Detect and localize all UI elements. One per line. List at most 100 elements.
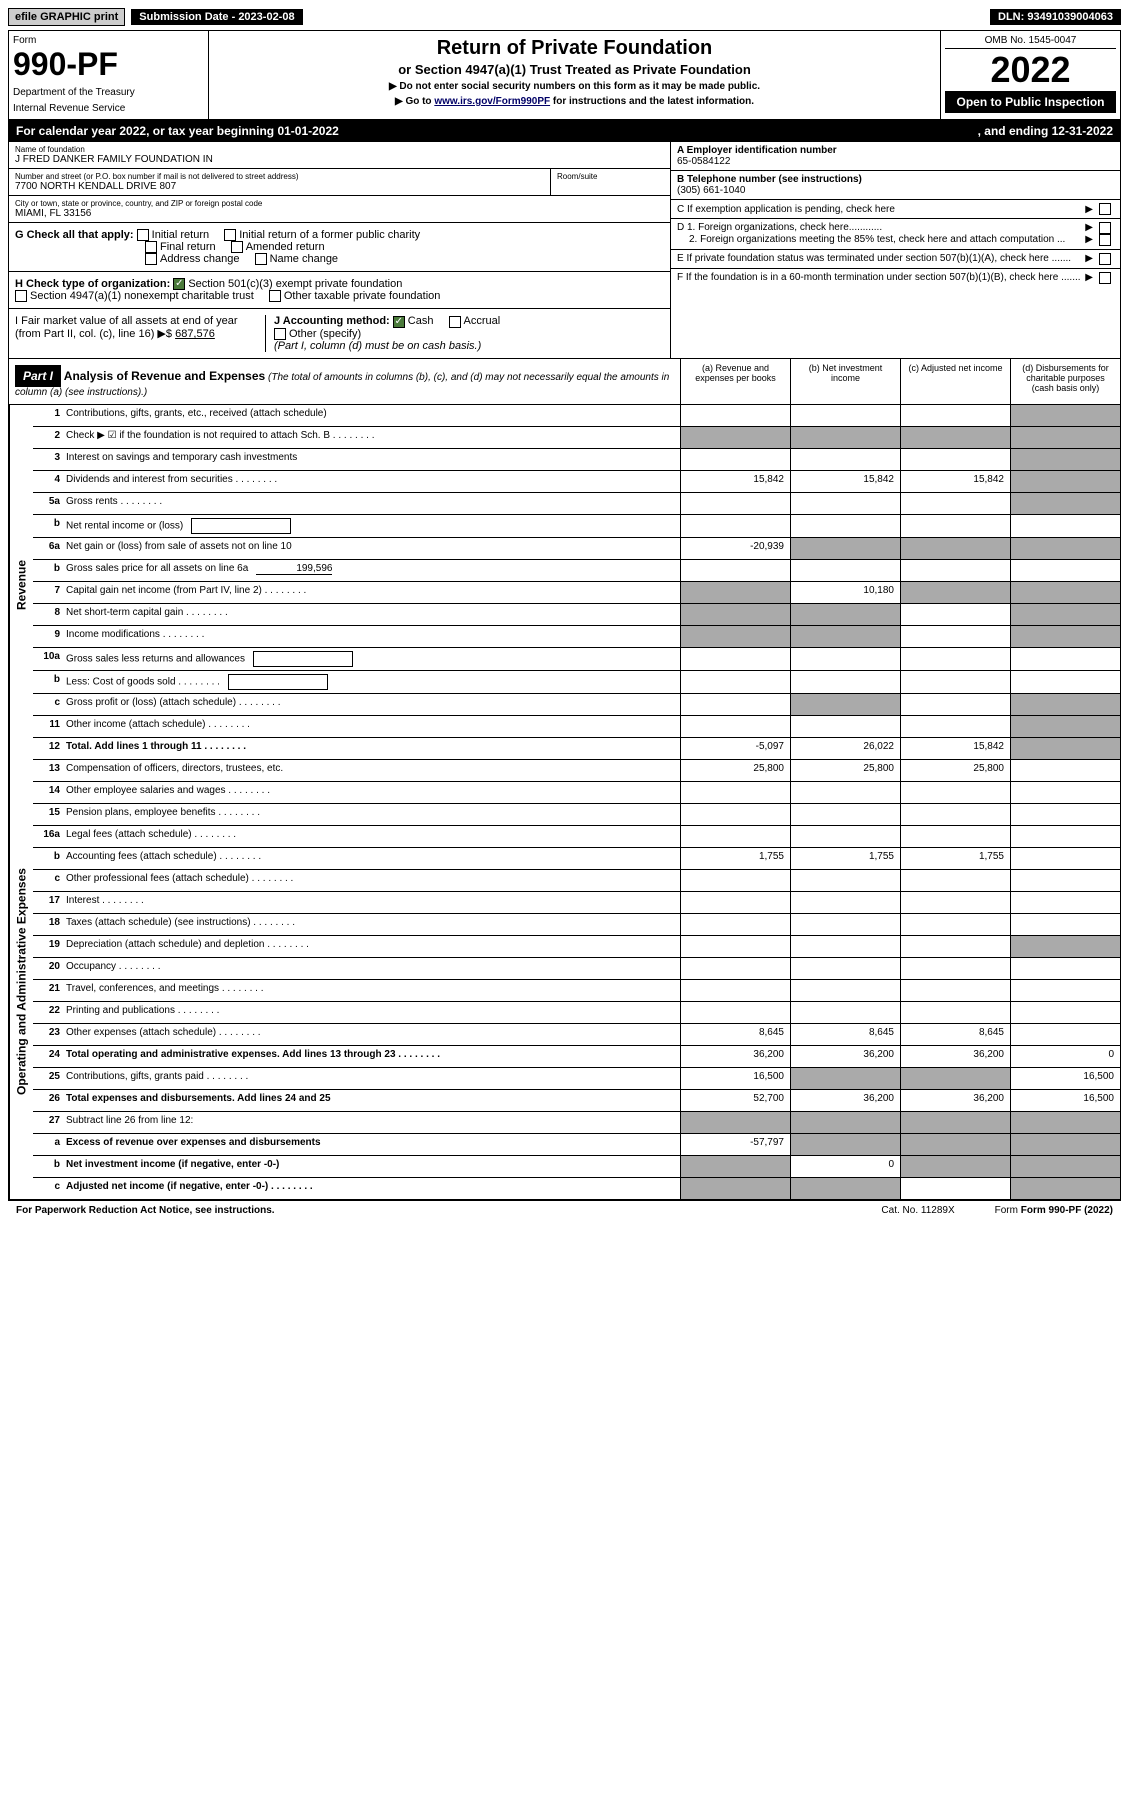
- table-row: 8Net short-term capital gain . . . . . .…: [33, 604, 1120, 626]
- row-description: Legal fees (attach schedule) . . . . . .…: [63, 826, 680, 847]
- data-cell-c: [900, 648, 1010, 670]
- c-checkbox[interactable]: [1099, 203, 1111, 215]
- calendar-year-row: For calendar year 2022, or tax year begi…: [8, 120, 1121, 142]
- footer: For Paperwork Reduction Act Notice, see …: [8, 1201, 1121, 1220]
- row-description: Subtract line 26 from line 12:: [63, 1112, 680, 1133]
- row-description: Accounting fees (attach schedule) . . . …: [63, 848, 680, 869]
- irs-link[interactable]: www.irs.gov/Form990PF: [434, 96, 550, 107]
- row-number: 9: [33, 626, 63, 647]
- f-label: F If the foundation is in a 60-month ter…: [677, 272, 1085, 284]
- row-description: Compensation of officers, directors, tru…: [63, 760, 680, 781]
- e-label: E If private foundation status was termi…: [677, 253, 1085, 265]
- data-cell-b: 10,180: [790, 582, 900, 603]
- data-cell-a: [680, 560, 790, 581]
- 501c3-checkbox[interactable]: [173, 278, 185, 290]
- data-cell-b: [790, 1134, 900, 1155]
- e-checkbox[interactable]: [1099, 253, 1111, 265]
- table-row: 5aGross rents . . . . . . . .: [33, 493, 1120, 515]
- accrual-checkbox[interactable]: [449, 316, 461, 328]
- row-number: 6a: [33, 538, 63, 559]
- data-cell-c: [900, 958, 1010, 979]
- other-method-checkbox[interactable]: [274, 328, 286, 340]
- data-cell-a: 1,755: [680, 848, 790, 869]
- data-cell-c: [900, 1002, 1010, 1023]
- data-cell-b: 1,755: [790, 848, 900, 869]
- footer-right: Form Form 990-PF (2022): [995, 1205, 1113, 1216]
- table-row: 18Taxes (attach schedule) (see instructi…: [33, 914, 1120, 936]
- data-cell-d: [1010, 560, 1120, 581]
- row-number: 25: [33, 1068, 63, 1089]
- final-return-checkbox[interactable]: [145, 241, 157, 253]
- data-cell-d: [1010, 427, 1120, 448]
- data-cell-a: [680, 582, 790, 603]
- f-checkbox[interactable]: [1099, 272, 1111, 284]
- address-change-checkbox[interactable]: [145, 253, 157, 265]
- initial-former-checkbox[interactable]: [224, 229, 236, 241]
- data-cell-b: [790, 405, 900, 426]
- d1-checkbox[interactable]: [1099, 222, 1111, 234]
- data-cell-b: [790, 1112, 900, 1133]
- table-row: 13Compensation of officers, directors, t…: [33, 760, 1120, 782]
- table-row: 14Other employee salaries and wages . . …: [33, 782, 1120, 804]
- data-cell-d: [1010, 1156, 1120, 1177]
- data-cell-d: [1010, 892, 1120, 913]
- cash-checkbox[interactable]: [393, 316, 405, 328]
- d1-label: D 1. Foreign organizations, check here..…: [677, 222, 1085, 234]
- city-label: City or town, state or province, country…: [15, 199, 664, 208]
- row-number: 2: [33, 427, 63, 448]
- amended-checkbox[interactable]: [231, 241, 243, 253]
- data-cell-a: [680, 892, 790, 913]
- data-cell-a: 36,200: [680, 1046, 790, 1067]
- row-description: Gross profit or (loss) (attach schedule)…: [63, 694, 680, 715]
- data-cell-a: [680, 515, 790, 537]
- row-description: Contributions, gifts, grants paid . . . …: [63, 1068, 680, 1089]
- name-change-checkbox[interactable]: [255, 253, 267, 265]
- form-id-box: Form 990-PF Department of the Treasury I…: [9, 31, 209, 119]
- row-description: Interest . . . . . . . .: [63, 892, 680, 913]
- data-cell-d: [1010, 1024, 1120, 1045]
- b-label: B Telephone number (see instructions): [677, 174, 862, 185]
- table-row: 11Other income (attach schedule) . . . .…: [33, 716, 1120, 738]
- row-description: Interest on savings and temporary cash i…: [63, 449, 680, 470]
- data-cell-d: [1010, 626, 1120, 647]
- data-cell-d: [1010, 936, 1120, 957]
- d2-label: 2. Foreign organizations meeting the 85%…: [677, 234, 1085, 246]
- row-description: Gross sales less returns and allowances: [63, 648, 680, 670]
- data-cell-c: [900, 1156, 1010, 1177]
- data-cell-a: 52,700: [680, 1090, 790, 1111]
- row-description: Other employee salaries and wages . . . …: [63, 782, 680, 803]
- 4947-checkbox[interactable]: [15, 290, 27, 302]
- row-number: b: [33, 671, 63, 693]
- data-cell-a: [680, 1002, 790, 1023]
- row-number: 20: [33, 958, 63, 979]
- row-number: 14: [33, 782, 63, 803]
- data-cell-a: [680, 493, 790, 514]
- data-cell-c: [900, 870, 1010, 891]
- data-cell-b: 26,022: [790, 738, 900, 759]
- omb-number: OMB No. 1545-0047: [945, 35, 1116, 49]
- form-header: Form 990-PF Department of the Treasury I…: [8, 30, 1121, 120]
- data-cell-c: [900, 604, 1010, 625]
- data-cell-d: 16,500: [1010, 1090, 1120, 1111]
- form-subtitle: or Section 4947(a)(1) Trust Treated as P…: [215, 62, 934, 77]
- table-row: 21Travel, conferences, and meetings . . …: [33, 980, 1120, 1002]
- street-address: 7700 NORTH KENDALL DRIVE 807: [15, 181, 544, 192]
- data-cell-c: [900, 427, 1010, 448]
- data-cell-c: [900, 538, 1010, 559]
- efile-button[interactable]: efile GRAPHIC print: [8, 8, 125, 26]
- row-description: Net investment income (if negative, ente…: [63, 1156, 680, 1177]
- data-cell-d: [1010, 804, 1120, 825]
- row-number: 26: [33, 1090, 63, 1111]
- row-description: Check ▶ ☑ if the foundation is not requi…: [63, 427, 680, 448]
- row-number: b: [33, 515, 63, 537]
- d2-checkbox[interactable]: [1099, 234, 1111, 246]
- table-row: 15Pension plans, employee benefits . . .…: [33, 804, 1120, 826]
- data-cell-b: [790, 671, 900, 693]
- initial-return-checkbox[interactable]: [137, 229, 149, 241]
- table-row: 2Check ▶ ☑ if the foundation is not requ…: [33, 427, 1120, 449]
- row-description: Gross sales price for all assets on line…: [63, 560, 680, 581]
- other-taxable-checkbox[interactable]: [269, 290, 281, 302]
- data-cell-c: [900, 782, 1010, 803]
- data-cell-c: [900, 826, 1010, 847]
- data-cell-a: [680, 870, 790, 891]
